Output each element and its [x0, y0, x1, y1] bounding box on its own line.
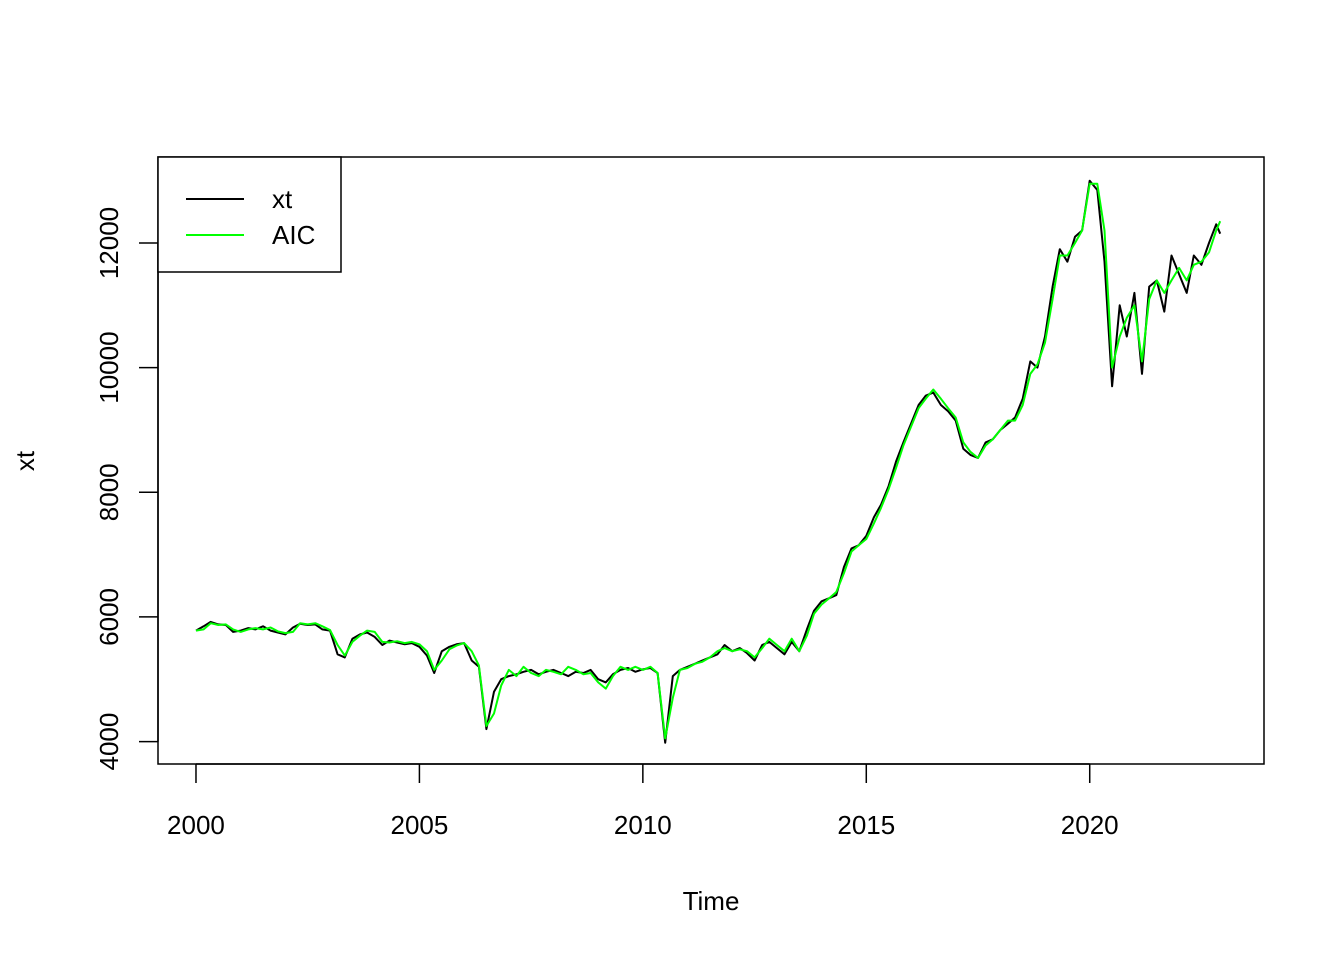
y-tick-label: 8000: [94, 463, 124, 521]
x-tick-label: 2010: [614, 810, 672, 840]
legend: xt AIC: [157, 156, 342, 273]
legend-box: [157, 156, 342, 273]
y-axis-title: xt: [10, 450, 40, 471]
y-tick-label: 4000: [94, 713, 124, 771]
x-tick-label: 2005: [390, 810, 448, 840]
series-layer: [195, 179, 1222, 744]
y-tick-label: 12000: [94, 207, 124, 279]
x-axis-title: Time: [683, 886, 740, 916]
legend-label-xt: xt: [272, 184, 293, 214]
x-axis: 2000 2005 2010 2015 2020: [167, 763, 1119, 840]
x-tick-label: 2020: [1061, 810, 1119, 840]
legend-label-aic: AIC: [272, 220, 315, 250]
x-tick-label: 2015: [837, 810, 895, 840]
series-line-aic: [195, 182, 1222, 740]
y-axis: 4000 6000 8000 10000 12000: [94, 207, 159, 771]
y-tick-label: 10000: [94, 331, 124, 403]
y-tick-label: 6000: [94, 588, 124, 646]
x-tick-label: 2000: [167, 810, 225, 840]
